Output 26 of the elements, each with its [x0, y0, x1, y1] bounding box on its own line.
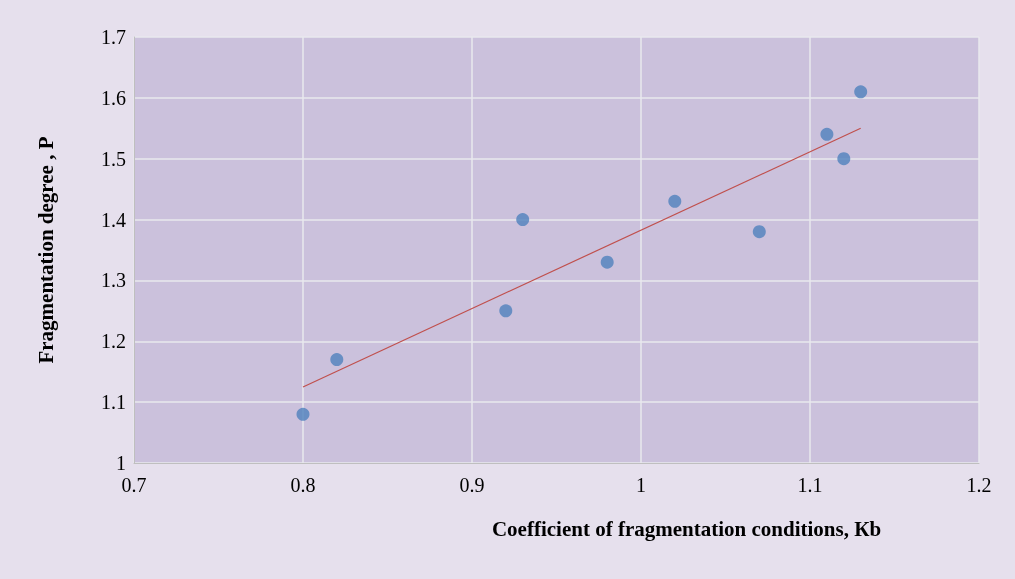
- point: [837, 152, 851, 166]
- point: [752, 225, 766, 239]
- y-tick-label: 1.4: [101, 208, 126, 231]
- x-axis-title: Coefficient of fragmentation conditions, Кb: [491, 516, 882, 541]
- point: [330, 353, 344, 367]
- y-tick-label: 1.1: [101, 391, 126, 414]
- y-tick-label: 1: [116, 452, 126, 474]
- x-tick-label: 0.9: [459, 474, 485, 496]
- y-tick-label: 1.6: [101, 86, 126, 109]
- point: [600, 255, 614, 269]
- y-tick-label: 1.7: [101, 26, 126, 48]
- y-tick-label: 1.5: [101, 147, 126, 170]
- x-tick-label: 1.1: [797, 474, 823, 496]
- point: [296, 407, 310, 421]
- y-axis-title: Fragmentation degree , P: [33, 136, 58, 364]
- x-tick-label: 0.8: [290, 474, 316, 496]
- point: [516, 213, 530, 227]
- x-tick-label: 1.2: [966, 474, 992, 496]
- x-tick-label: 1: [636, 474, 646, 496]
- y-tick-label: 1.3: [101, 269, 126, 292]
- point: [499, 304, 513, 318]
- point: [668, 194, 682, 208]
- point: [854, 85, 868, 99]
- point: [820, 127, 834, 141]
- x-tick-label: 0.7: [121, 474, 147, 496]
- y-tick-label: 1.2: [101, 330, 126, 353]
